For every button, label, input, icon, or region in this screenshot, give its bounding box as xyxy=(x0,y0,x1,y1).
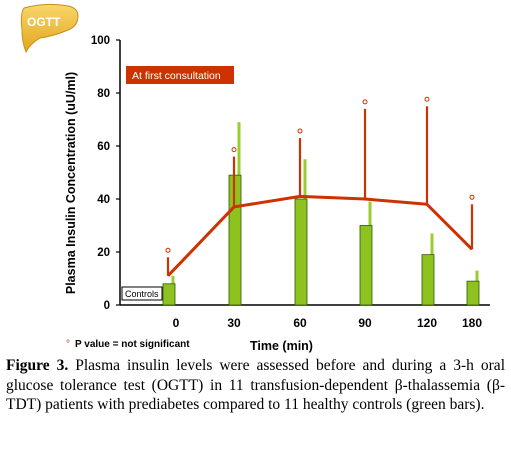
legend-line: At first consultation xyxy=(126,66,234,84)
x-tick-label: 180 xyxy=(462,316,482,330)
y-ticks: 0 20 40 60 80 100 xyxy=(91,35,120,312)
legend-controls-box xyxy=(121,286,163,301)
caption-label: Figure 3. xyxy=(6,357,69,374)
badge-label: OGTT xyxy=(27,15,61,29)
line-series xyxy=(165,96,475,277)
y-tick-label: 100 xyxy=(91,35,110,47)
x-axis-label: Time (min) xyxy=(250,339,313,353)
control-bar xyxy=(294,198,308,306)
y-tick-label: 20 xyxy=(97,247,110,259)
significance-marker xyxy=(424,96,430,102)
legend-line-label: At first consultation xyxy=(132,70,221,82)
significance-marker xyxy=(165,247,171,253)
control-bar xyxy=(421,254,435,306)
patient-line xyxy=(166,194,474,277)
y-tick-label: 0 xyxy=(104,300,110,312)
control-bar xyxy=(359,225,373,306)
footnote: ° P value = not significant xyxy=(66,339,190,350)
control-bar xyxy=(162,283,176,306)
x-tick-label: 30 xyxy=(227,316,241,330)
ogtt-badge: OGTT xyxy=(20,3,79,54)
control-bar xyxy=(466,280,480,306)
y-tick-label: 60 xyxy=(97,141,110,153)
significance-marker xyxy=(469,194,475,200)
x-tick-label: 90 xyxy=(358,316,372,330)
x-tick-label: 120 xyxy=(417,316,437,330)
footnote-marker: ° xyxy=(66,339,70,350)
y-axis-label: Plasma Insulin Concentration (uU/ml) xyxy=(64,72,78,294)
x-tick-labels: 0 30 60 90 120 180 xyxy=(173,316,483,330)
footnote-text: P value = not significant xyxy=(75,339,190,350)
significance-marker xyxy=(231,147,237,153)
significance-marker xyxy=(297,128,303,134)
legend-controls: Controls xyxy=(121,286,163,301)
legend-controls-label: Controls xyxy=(125,289,159,299)
caption-text: Plasma insulin levels were assessed befo… xyxy=(6,357,505,413)
bar-series xyxy=(162,122,480,306)
x-tick-label: 0 xyxy=(173,316,180,330)
y-tick-label: 80 xyxy=(97,88,110,100)
y-tick-label: 40 xyxy=(97,194,110,206)
x-tick-label: 60 xyxy=(293,316,307,330)
figure-caption: Figure 3. Plasma insulin levels were ass… xyxy=(6,356,505,415)
badge-shape xyxy=(20,3,79,54)
legend-line-box xyxy=(126,66,234,84)
significance-marker xyxy=(362,99,368,105)
